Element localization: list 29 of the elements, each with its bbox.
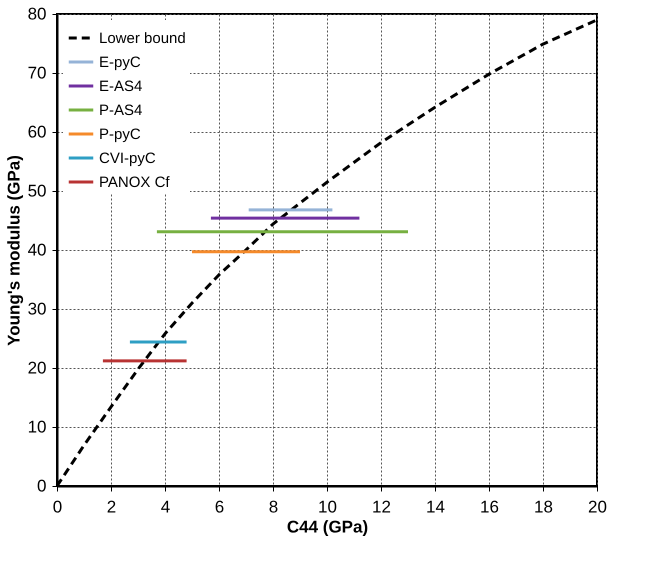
- x-tick-label: 20: [588, 498, 607, 516]
- y-axis-title: Young's modulus (GPa): [4, 155, 24, 346]
- x-tick-label: 18: [534, 498, 553, 516]
- y-tick-label: 70: [28, 64, 46, 82]
- y-tick-label: 50: [28, 182, 46, 200]
- x-tick-label: 16: [480, 498, 499, 516]
- y-tick-label: 40: [28, 240, 46, 260]
- y-tick-label: 20: [28, 358, 46, 378]
- y-tick-label: 30: [28, 300, 46, 318]
- legend-label: E-pyC: [99, 54, 141, 71]
- y-tick-label: 60: [28, 122, 46, 142]
- x-tick-label: 14: [426, 498, 445, 516]
- legend-label: CVI-pyC: [99, 150, 156, 167]
- y-tick-label: 10: [28, 418, 46, 436]
- legend-label: PANOX Cf: [99, 174, 170, 191]
- x-tick-label: 0: [52, 498, 62, 516]
- x-tick-label: 10: [318, 498, 337, 516]
- y-tick-label: 0: [37, 476, 46, 496]
- legend-label: Lower bound: [99, 30, 186, 47]
- x-tick-label: 2: [106, 498, 116, 516]
- x-axis-title: C44 (GPa): [286, 518, 368, 536]
- x-tick-label: 6: [214, 498, 224, 516]
- legend-label: P-AS4: [99, 102, 142, 119]
- x-tick-label: 4: [160, 498, 170, 516]
- x-tick-label: 12: [372, 498, 391, 516]
- x-tick-label: 8: [268, 498, 278, 516]
- y-tick-label: 80: [28, 4, 46, 24]
- legend-label: P-pyC: [99, 126, 141, 143]
- legend-label: E-AS4: [99, 78, 142, 95]
